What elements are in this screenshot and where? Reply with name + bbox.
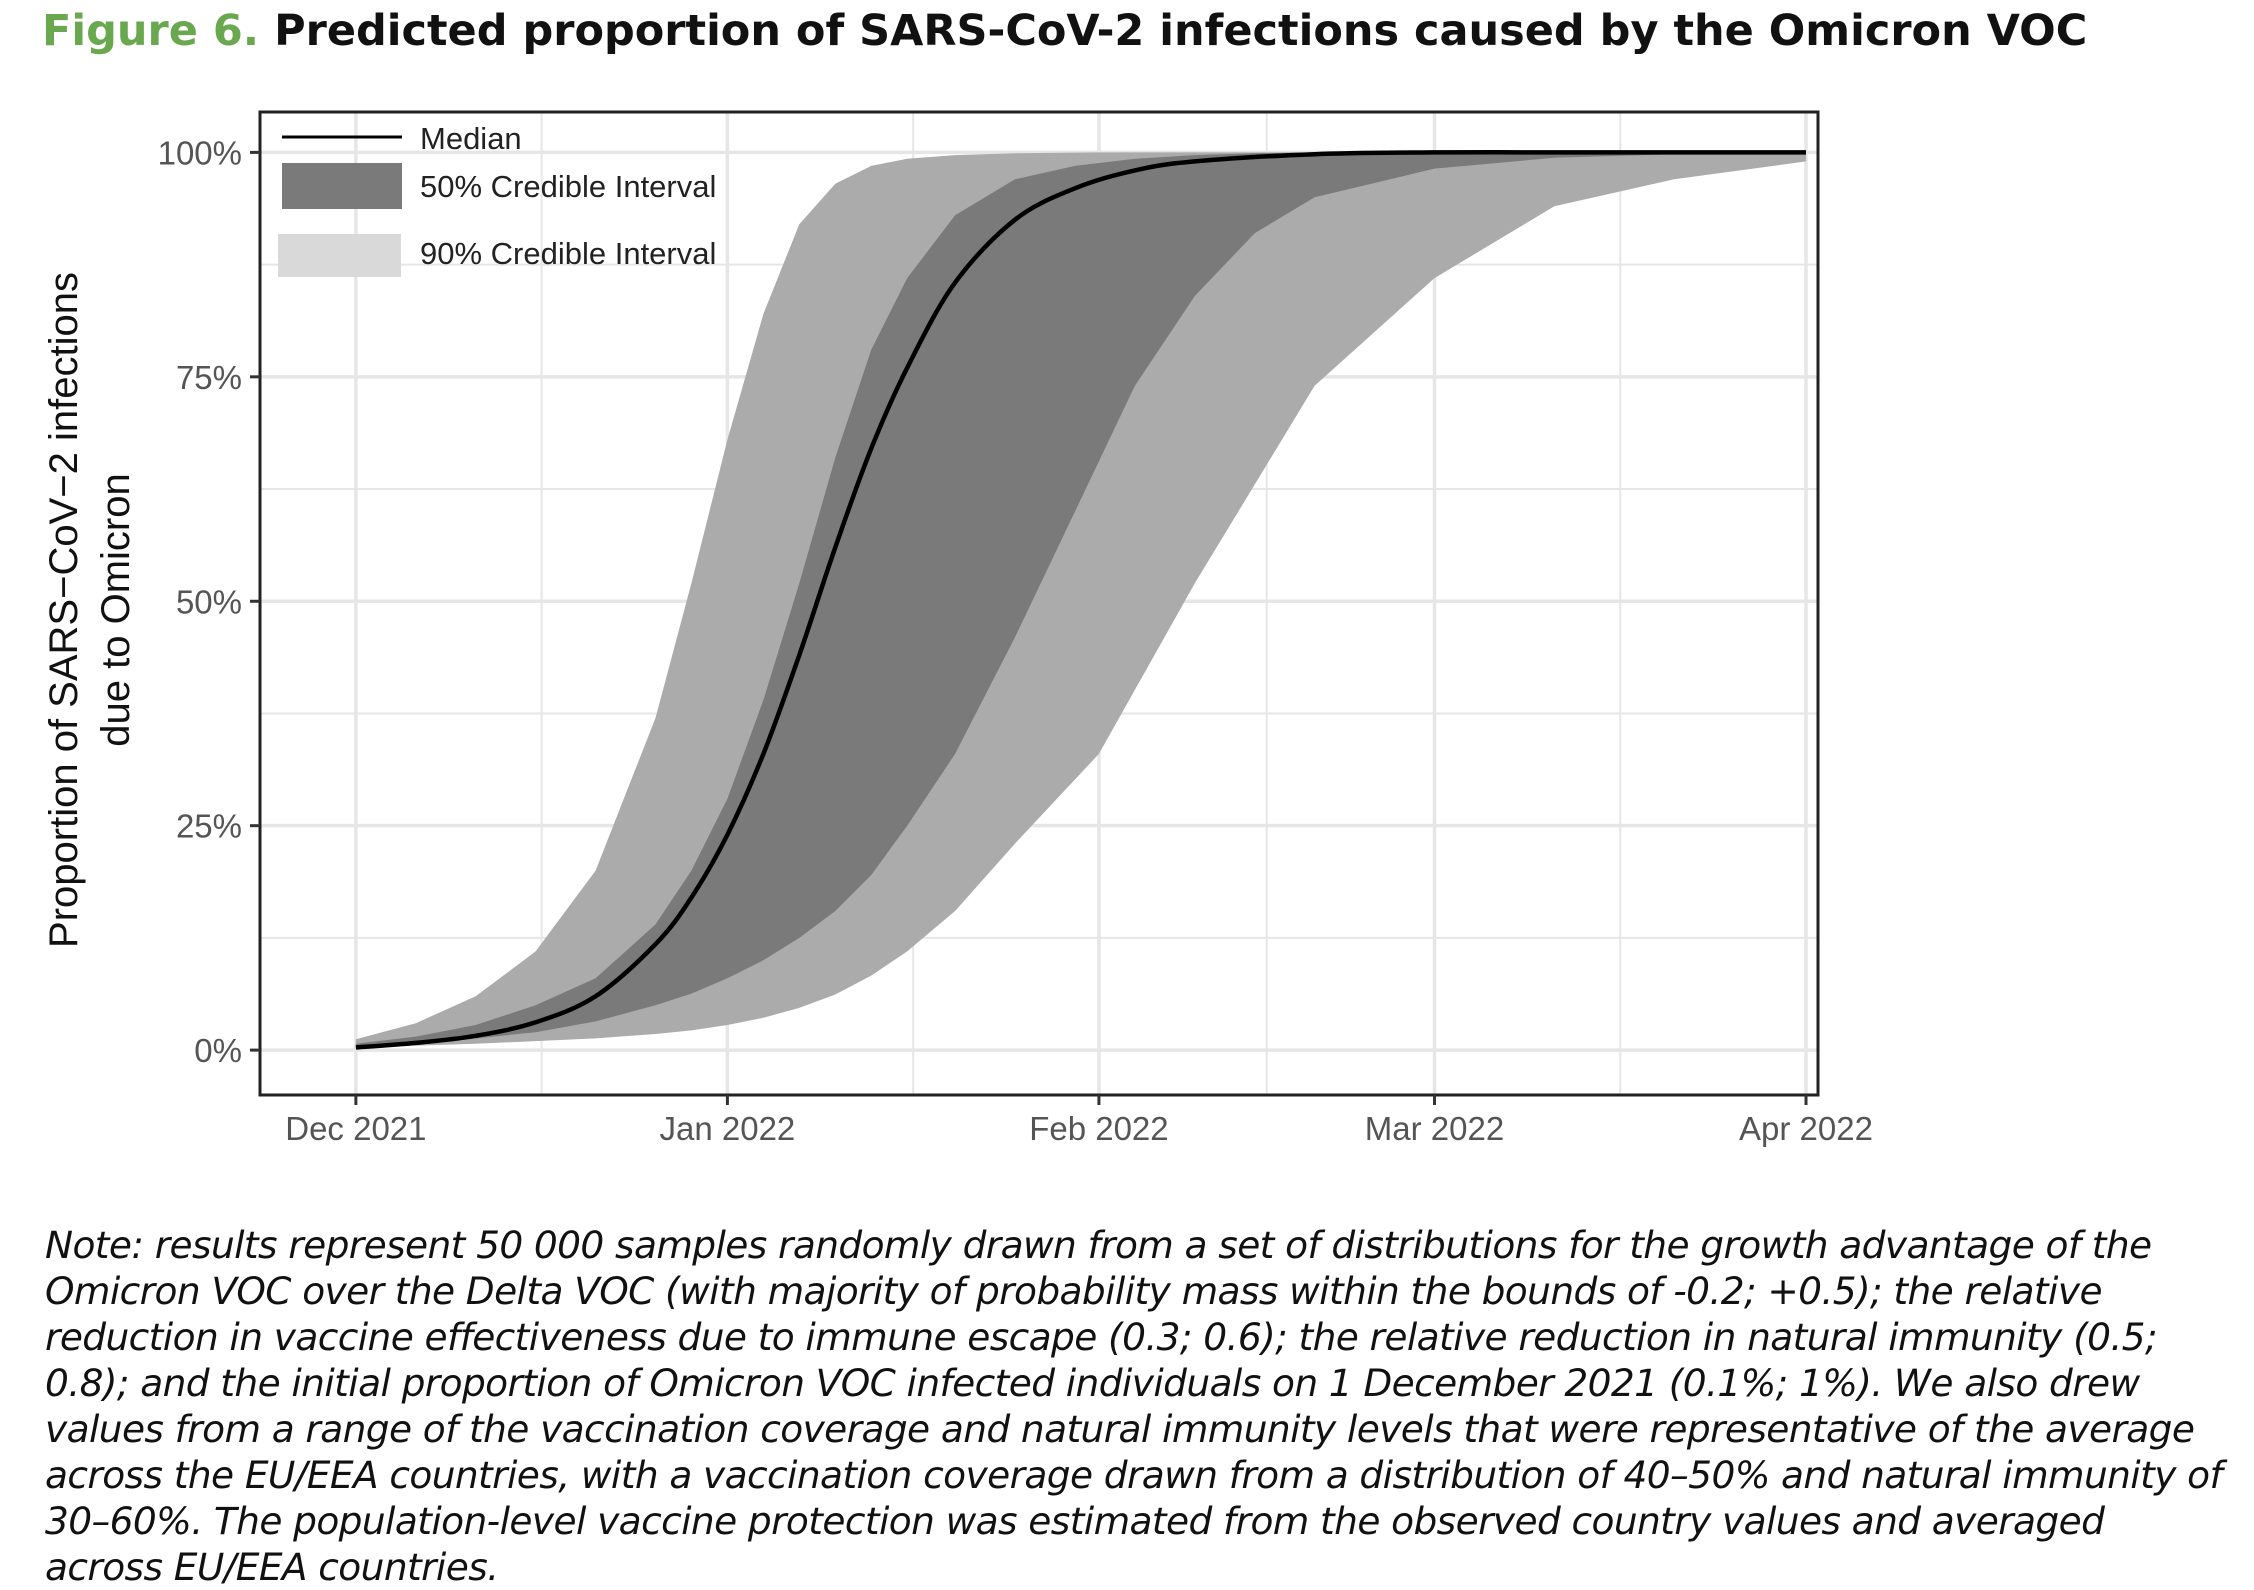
x-tick-label: Mar 2022 [1365,1110,1504,1147]
y-tick-label: 75% [176,359,242,396]
y-axis-title-line2: due to Omicron [94,473,138,746]
plot-border [258,110,1820,1097]
x-tick-label: Apr 2022 [1739,1110,1873,1147]
legend-ci90-key [278,234,401,277]
axes: 0% 25% 50% 75% 100% Dec 2021 Jan 2022 Feb 2022 M… [158,134,1873,1147]
x-tick-label: Jan 2022 [660,1110,796,1147]
legend-ci90-label: 90% Credible Interval [420,236,716,271]
y-tick-label: 25% [176,808,242,845]
figure-note: Note: results represent 50 000 samples r… [45,1223,2223,1589]
median-layer [355,150,1806,1050]
x-tick-label: Dec 2021 [285,1110,426,1147]
figure-number: Figure 6. [42,6,260,56]
legend-ci50-label: 50% Credible Interval [420,169,716,204]
legend-median-label: Median [420,121,522,156]
legend-ci50-key [282,163,402,209]
y-tick-label: 50% [176,583,242,620]
credible-bands [355,152,1806,1048]
chart: 0% 25% 50% 75% 100% Dec 2021 Jan 2022 Feb 2022 M… [42,110,1873,1147]
figure-title: Figure 6. Predicted proportion of SARS-C… [42,6,2087,56]
ci50-band [355,152,1806,1047]
y-tick-label: 0% [194,1032,242,1069]
y-axis-title: Proportion of SARS−CoV−2 infections due … [42,272,138,948]
y-axis-title-line1: Proportion of SARS−CoV−2 infections [42,272,86,948]
legend: Median 50% Credible Interval 90% Credibl… [278,121,716,277]
x-tick-label: Feb 2022 [1029,1110,1168,1147]
median-line [355,150,1806,1050]
figure-title-text: Predicted proportion of SARS-CoV-2 infec… [274,6,2088,56]
y-tick-label: 100% [158,134,242,171]
